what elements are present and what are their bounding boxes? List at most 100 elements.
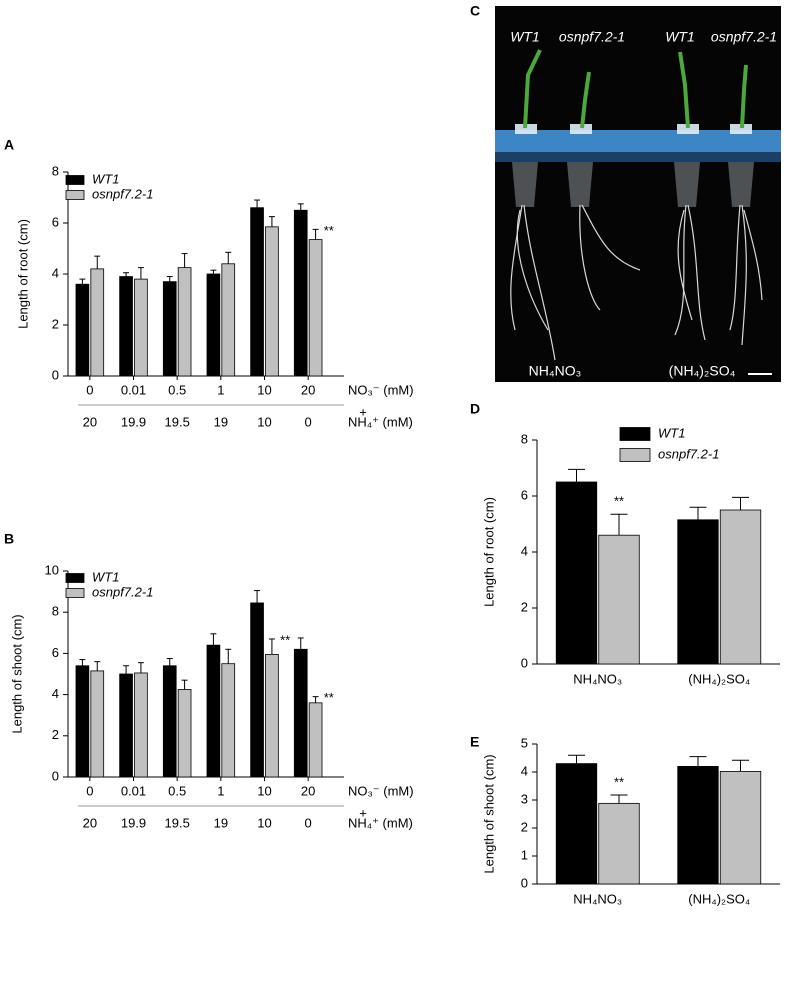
bar xyxy=(134,278,148,377)
legend-swatch xyxy=(619,427,651,441)
genotype-label: WT1 xyxy=(665,29,695,45)
x-tick-label-2: 0 xyxy=(305,414,312,429)
y-tick-label: 2 xyxy=(521,819,528,834)
y-axis-label: Length of root (cm) xyxy=(481,497,496,607)
x-tick-label-2: 20 xyxy=(83,815,97,830)
float-shadow xyxy=(495,152,781,162)
y-tick-label: 2 xyxy=(521,599,528,614)
x-tick-label: 0.01 xyxy=(121,382,146,397)
y-tick-label: 3 xyxy=(521,791,528,806)
bar xyxy=(177,267,192,377)
y-tick-label: 5 xyxy=(521,735,528,750)
bar xyxy=(206,644,221,778)
bar xyxy=(177,689,192,778)
panel-letter: B xyxy=(4,531,14,547)
bar xyxy=(250,602,264,778)
legend-label: osnpf7.2-1 xyxy=(92,186,153,201)
bar xyxy=(75,665,90,778)
legend-swatch xyxy=(65,175,85,185)
genotype-label: WT1 xyxy=(510,29,540,45)
y-axis-label: Length of root (cm) xyxy=(15,219,30,329)
significance-label: ** xyxy=(280,632,290,647)
bar xyxy=(265,226,279,377)
x-tick-label-2: 19.9 xyxy=(121,815,146,830)
x-tick-label: NH₄NO₃ xyxy=(573,671,622,686)
y-tick-label: 8 xyxy=(52,604,59,619)
tube-caps xyxy=(515,124,752,134)
x-row-joiner: + xyxy=(359,404,367,419)
bar xyxy=(90,670,105,778)
x-tick-label-2: 10 xyxy=(257,414,271,429)
bar xyxy=(221,263,236,377)
legend-label: WT1 xyxy=(92,569,119,584)
bar xyxy=(308,702,323,778)
y-tick-label: 0 xyxy=(521,655,528,670)
significance-label: ** xyxy=(324,690,334,705)
x-tick-label: (NH₄)₂SO₄ xyxy=(688,891,750,906)
y-tick-label: 0 xyxy=(52,768,59,783)
panel-letter: D xyxy=(470,401,480,417)
bar xyxy=(119,673,133,778)
y-tick-label: 2 xyxy=(52,727,59,742)
x-tick-label-2: 19 xyxy=(214,414,228,429)
shoots xyxy=(523,49,748,129)
legend-swatch xyxy=(619,448,651,462)
treatment-label: NH₄NO₃ xyxy=(529,363,582,379)
x-tick-label-2: 19.5 xyxy=(165,414,190,429)
significance-label: ** xyxy=(324,223,334,238)
legend-label: WT1 xyxy=(92,171,119,186)
y-tick-label: 8 xyxy=(521,431,528,446)
y-tick-label: 8 xyxy=(52,163,59,178)
y-tick-label: 0 xyxy=(521,875,528,890)
bar xyxy=(293,648,308,778)
panel-letter: A xyxy=(4,137,14,153)
legend-label: WT1 xyxy=(658,425,685,440)
treatment-label: (NH₄)₂SO₄ xyxy=(669,363,736,379)
bar xyxy=(598,534,640,665)
bar xyxy=(677,519,719,665)
y-tick-label: 4 xyxy=(52,265,59,280)
legend-swatch xyxy=(65,573,85,583)
bar xyxy=(250,207,264,377)
x-tick-label: 20 xyxy=(301,382,315,397)
x-tick-label: 1 xyxy=(217,382,224,397)
bar xyxy=(265,654,279,778)
bar xyxy=(206,273,221,377)
y-tick-label: 4 xyxy=(521,543,528,558)
x-tick-label: 1 xyxy=(217,783,224,798)
y-tick-label: 2 xyxy=(52,316,59,331)
x-tick-label: 0 xyxy=(86,382,93,397)
bar xyxy=(677,766,719,885)
y-axis-label: Length of shoot (cm) xyxy=(481,754,496,873)
x-tick-label-2: 0 xyxy=(305,815,312,830)
x-tick-label-2: 19 xyxy=(214,815,228,830)
y-tick-label: 4 xyxy=(521,763,528,778)
bar xyxy=(555,763,598,885)
x-tick-label: 10 xyxy=(257,382,271,397)
y-tick-label: 1 xyxy=(521,847,528,862)
x-tick-label: (NH₄)₂SO₄ xyxy=(688,671,750,686)
x-row-label: NO₃⁻ (mM) xyxy=(348,382,414,397)
bar xyxy=(719,509,762,665)
bar xyxy=(75,283,90,377)
x-tick-label: 0.01 xyxy=(121,783,146,798)
genotype-label: osnpf7.2-1 xyxy=(711,29,777,45)
roots xyxy=(510,204,763,361)
panel-letter: E xyxy=(470,734,479,750)
legend-swatch xyxy=(65,588,85,598)
x-tick-label: 10 xyxy=(257,783,271,798)
legend-label: osnpf7.2-1 xyxy=(92,584,153,599)
panel-letter: C xyxy=(470,3,480,19)
x-tick-label: NH₄NO₃ xyxy=(573,891,622,906)
y-tick-label: 10 xyxy=(45,562,59,577)
x-tick-label: 0 xyxy=(86,783,93,798)
significance-label: ** xyxy=(614,494,624,509)
x-tick-label: 20 xyxy=(301,783,315,798)
bar xyxy=(119,276,133,377)
significance-label: ** xyxy=(614,774,624,789)
y-tick-label: 6 xyxy=(52,214,59,229)
x-tick-label: 0.5 xyxy=(168,783,186,798)
photo-panel: C WT1 osnpf7.2-1 WT1 osnpf7.2-1 NH₄NO₃ (… xyxy=(470,3,781,382)
bar xyxy=(162,281,177,377)
